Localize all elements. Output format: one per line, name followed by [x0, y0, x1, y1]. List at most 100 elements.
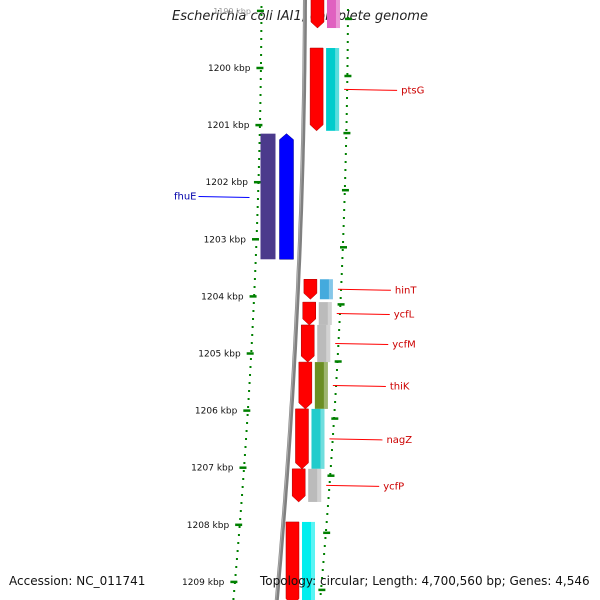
gene-label: ycfL [394, 310, 415, 321]
tick-dot [342, 217, 345, 219]
tick-dot [336, 353, 339, 355]
gene-arrow[interactable] [303, 279, 318, 300]
gene-unlabeled[interactable] [310, 0, 340, 29]
backbone-line [274, 0, 307, 600]
tick-dot [239, 510, 242, 512]
tick-dot [337, 345, 340, 347]
tick-dot [243, 462, 246, 464]
gene-label: fhuE [174, 191, 197, 202]
tick-dot [332, 425, 335, 427]
tick-dot [320, 585, 323, 587]
tick-dot [259, 118, 262, 120]
tick-dot [246, 414, 249, 416]
tick-dot [253, 286, 256, 288]
gene-category-bar [317, 324, 331, 363]
tick-dot [244, 446, 247, 448]
tick-dot [247, 406, 250, 408]
tick-dot [332, 433, 335, 435]
tick-dot [257, 174, 260, 176]
label-leader [344, 88, 398, 91]
gene-arrow[interactable] [310, 0, 325, 29]
tick-dot [258, 158, 261, 160]
gene-hinT[interactable] [303, 279, 333, 300]
tick-dot [325, 521, 328, 523]
gene-features[interactable] [260, 0, 340, 600]
tick-dot [259, 78, 262, 80]
tick-dot [238, 526, 241, 528]
gene-arrow[interactable] [279, 133, 294, 260]
gene-thiK[interactable] [298, 361, 328, 410]
gene-arrow[interactable] [295, 408, 309, 470]
gene-category-bar [318, 302, 332, 325]
tick-dot [260, 22, 263, 24]
tick-dot [334, 401, 337, 403]
bar-shine [335, 0, 340, 29]
tick-dot [248, 382, 251, 384]
bar-shine [317, 468, 322, 502]
tick-dot [328, 489, 331, 491]
tick-dot [257, 190, 260, 192]
tick-dot [256, 214, 259, 216]
gene-arrow[interactable] [298, 361, 313, 410]
genome-summary: Topology: circular; Length: 4,700,560 bp… [260, 574, 590, 588]
gene-category-bar [308, 468, 322, 502]
tick-dot [259, 102, 262, 104]
backbone-highlight [275, 0, 305, 600]
tick-dot [322, 561, 325, 563]
tick-label: 1199 kbp [213, 7, 251, 16]
tick-dot [251, 334, 254, 336]
tick-dot [242, 470, 245, 472]
tick-dot [325, 529, 328, 531]
tick-label: 1206 kbp [195, 407, 238, 417]
tick-dot-rings [232, 6, 349, 600]
tick-dot [260, 54, 263, 56]
tick-dot [346, 57, 349, 59]
tick-dot [253, 278, 256, 280]
tick-dot [249, 374, 252, 376]
tick-dot [346, 97, 349, 99]
tick-dot [256, 206, 259, 208]
gene-label: nagZ [386, 435, 412, 446]
tick-dot [254, 270, 257, 272]
gene-label: thiK [390, 381, 410, 392]
tick-dot [331, 441, 334, 443]
tick-label: 1205 kbp [198, 350, 241, 360]
tick-dot [327, 497, 330, 499]
gene-nagZ[interactable] [295, 408, 325, 470]
gene-ycfM[interactable] [300, 324, 331, 363]
tick-dot [345, 105, 348, 107]
tick-dot [330, 449, 333, 451]
tick-dot [345, 113, 348, 115]
gene-unlabeled[interactable] [285, 521, 315, 600]
tick-dot [346, 33, 349, 35]
tick-dot [340, 273, 343, 275]
gene-fhuE[interactable] [260, 133, 294, 260]
tick-dot [326, 513, 329, 515]
tick-dot [343, 185, 346, 187]
gene-ycfL[interactable] [302, 301, 332, 326]
tick-dot [319, 593, 322, 595]
tick-dot [323, 545, 326, 547]
tick-dot [259, 62, 262, 64]
tick-dot [245, 438, 248, 440]
gene-arrow[interactable] [291, 468, 306, 503]
tick-dot [341, 265, 344, 267]
gene-labels: ptsG fhuE hinT ycfL ycfM thiK nagZ ycfP [174, 85, 424, 492]
tick-dot [323, 553, 326, 555]
gene-ycfP[interactable] [291, 468, 322, 503]
gene-label: ycfP [383, 481, 404, 492]
tick-dot [243, 454, 246, 456]
bar-shine [323, 362, 328, 409]
bar-shine [328, 279, 333, 300]
tick-dot [338, 321, 341, 323]
gene-arrow[interactable] [285, 521, 300, 600]
gene-arrow[interactable] [302, 301, 317, 326]
tick-dot [240, 502, 243, 504]
tick-dot [259, 86, 262, 88]
tick-dot [258, 126, 261, 128]
gene-arrow[interactable] [309, 47, 324, 132]
gene-ptsG[interactable] [309, 47, 340, 132]
gene-arrow[interactable] [300, 324, 315, 363]
tick-dot [344, 153, 347, 155]
